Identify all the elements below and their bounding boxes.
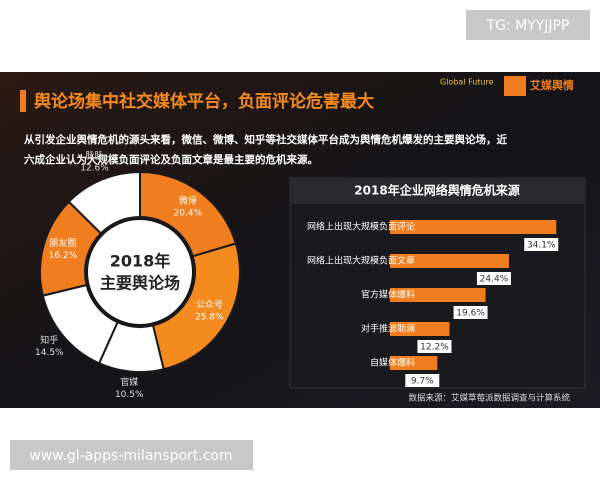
value-box bbox=[476, 272, 511, 285]
intro-line: 六成企业认为大规模负面评论及负面文章是最主要的危机来源。 bbox=[24, 153, 318, 166]
bar-category: 自媒体爆料 bbox=[370, 357, 415, 369]
source: 数据来源：艾媒草莓派数据调查与计算系统 bbox=[408, 393, 570, 404]
bar bbox=[390, 220, 557, 234]
logo-right: 艾媒舆情 bbox=[530, 78, 574, 92]
watermark-box bbox=[466, 10, 590, 40]
bar-title-band bbox=[290, 178, 585, 204]
value-box bbox=[453, 306, 488, 319]
donut-segment bbox=[67, 170, 141, 235]
donut-center bbox=[88, 220, 192, 324]
watermark: TG: MYYJJPP bbox=[486, 18, 570, 34]
intro-line: 从引发企业舆情危机的源头来看，微信、微博、知乎等社交媒体平台成为舆情危机爆发的主… bbox=[24, 133, 507, 146]
bar-category: 网络上出现大规模负面评论 bbox=[307, 221, 415, 233]
footer-url: www.gl-apps-milansport.com bbox=[29, 448, 232, 464]
segment-name: 朋友圈 bbox=[49, 237, 76, 249]
bar-value: 9.7% bbox=[411, 377, 434, 387]
segment-value: 14.5% bbox=[35, 348, 64, 358]
bar bbox=[390, 288, 486, 302]
segment-name: 公众号 bbox=[196, 299, 223, 310]
segment-value: 25.8% bbox=[195, 312, 224, 322]
bar-category: 官方媒体爆料 bbox=[361, 289, 415, 301]
value-box bbox=[417, 340, 452, 353]
segment-name: 知乎 bbox=[40, 334, 58, 346]
title-accent bbox=[20, 90, 26, 112]
donut-segment bbox=[151, 242, 241, 371]
value-box bbox=[405, 374, 440, 387]
segment-value: 20.4% bbox=[174, 208, 203, 218]
bar bbox=[390, 356, 438, 370]
bar-value: 24.4% bbox=[480, 275, 509, 285]
bar-panel bbox=[289, 177, 586, 389]
slide-title: 舆论场集中社交媒体平台，负面评论危害最大 bbox=[34, 91, 374, 112]
bar-value: 12.2% bbox=[420, 343, 449, 353]
segment-value: 12.6% bbox=[80, 164, 109, 174]
donut-title: 2018年 bbox=[110, 252, 171, 271]
bar-title: 2018年企业网络舆情危机来源 bbox=[354, 183, 519, 198]
logo-icon bbox=[504, 76, 526, 96]
bar-category: 网络上出现大规模负面文章 bbox=[307, 255, 415, 267]
segment-name: 脉脉 bbox=[85, 150, 103, 162]
segment-value: 10.5% bbox=[115, 390, 144, 400]
bar-category: 对手推波助澜 bbox=[361, 323, 415, 335]
logo-left: Global Future bbox=[440, 78, 494, 87]
bar-value: 19.6% bbox=[456, 309, 485, 319]
donut-title: 主要舆论场 bbox=[100, 274, 180, 293]
bar bbox=[390, 254, 509, 268]
bar-value: 34.1% bbox=[527, 241, 556, 251]
segment-name: 官媒 bbox=[120, 376, 138, 388]
bar bbox=[390, 322, 450, 336]
value-box bbox=[524, 238, 559, 251]
url-box bbox=[10, 440, 253, 470]
segment-value: 16.2% bbox=[49, 251, 78, 261]
segment-name: 微博 bbox=[179, 194, 197, 206]
